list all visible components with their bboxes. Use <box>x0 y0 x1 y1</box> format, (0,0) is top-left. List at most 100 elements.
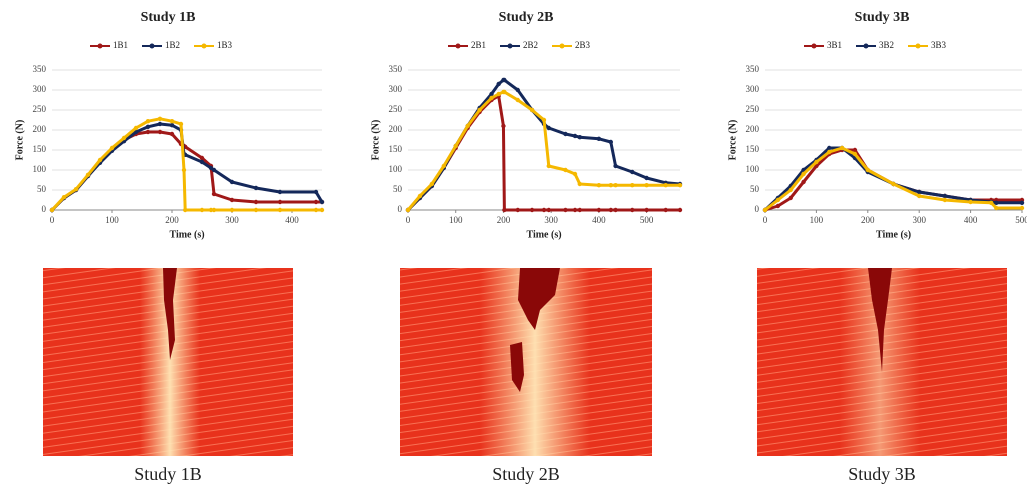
point <box>613 183 618 188</box>
point <box>596 207 602 213</box>
legend-marker <box>559 43 565 49</box>
point <box>546 163 551 169</box>
y-tick-label: 350 <box>389 64 403 74</box>
point <box>839 145 845 151</box>
point <box>502 77 507 83</box>
point <box>1019 200 1025 205</box>
point <box>496 81 501 87</box>
point <box>441 163 446 169</box>
point <box>49 207 55 213</box>
point <box>465 123 470 129</box>
photo <box>43 268 293 456</box>
point <box>313 189 319 195</box>
point <box>229 197 235 203</box>
x-tick-label: 100 <box>810 215 824 225</box>
x-tick-label: 300 <box>912 215 926 225</box>
point <box>199 159 205 165</box>
point <box>229 179 235 185</box>
point <box>994 200 999 205</box>
point <box>801 171 806 177</box>
y-tick-label: 350 <box>33 64 47 74</box>
y-tick-label: 200 <box>389 124 403 134</box>
point <box>917 193 922 199</box>
point <box>319 199 325 205</box>
point <box>572 133 578 139</box>
x-tick-label: 500 <box>1015 215 1027 225</box>
point <box>453 143 458 149</box>
point <box>663 207 668 213</box>
x-tick-label: 100 <box>449 215 463 225</box>
y-axis-label: Force (N) <box>14 120 25 161</box>
point <box>199 155 205 161</box>
point <box>541 117 547 123</box>
point <box>133 125 139 131</box>
y-tick-label: 250 <box>389 104 403 114</box>
point <box>852 147 858 153</box>
y-tick-label: 50 <box>393 184 403 194</box>
point <box>572 207 578 213</box>
point <box>608 207 614 213</box>
point <box>145 129 151 135</box>
y-tick-label: 100 <box>389 164 403 174</box>
point <box>405 207 411 213</box>
point <box>546 207 551 213</box>
x-tick-label: 0 <box>406 215 411 225</box>
x-axis-label: Time (s) <box>526 229 561 240</box>
caption: Study 3B <box>848 464 916 484</box>
point <box>613 207 618 213</box>
point <box>253 207 259 213</box>
point <box>277 207 283 213</box>
point <box>865 167 870 173</box>
point <box>563 207 568 213</box>
x-tick-label: 200 <box>861 215 875 225</box>
point <box>546 125 551 131</box>
y-tick-label: 200 <box>33 124 47 134</box>
point <box>775 197 781 203</box>
x-tick-label: 100 <box>105 215 119 225</box>
y-tick-label: 200 <box>746 124 760 134</box>
legend-label: 1B1 <box>113 40 128 50</box>
point <box>563 131 568 137</box>
point <box>253 185 259 191</box>
point <box>968 199 973 205</box>
point <box>596 136 602 141</box>
point <box>577 135 582 140</box>
legend-marker <box>97 43 103 49</box>
point <box>277 189 283 195</box>
point <box>145 124 151 129</box>
legend-marker <box>863 43 869 49</box>
point <box>630 207 635 213</box>
point <box>891 181 896 187</box>
point <box>502 207 507 213</box>
legend-marker <box>149 43 155 49</box>
y-tick-label: 300 <box>746 84 760 94</box>
point <box>211 167 217 173</box>
x-tick-label: 400 <box>592 215 606 225</box>
y-tick-label: 0 <box>42 204 47 214</box>
y-tick-label: 350 <box>746 64 760 74</box>
x-tick-label: 0 <box>50 215 55 225</box>
y-tick-label: 150 <box>33 144 47 154</box>
point <box>788 187 793 193</box>
y-tick-label: 0 <box>755 204 760 214</box>
x-axis-label: Time (s) <box>169 229 204 240</box>
y-tick-label: 150 <box>389 144 403 154</box>
point <box>157 121 163 127</box>
point <box>489 91 494 97</box>
point <box>73 187 79 192</box>
y-tick-label: 50 <box>750 184 760 194</box>
y-tick-label: 300 <box>33 84 47 94</box>
photo <box>400 268 652 456</box>
series-line <box>50 117 322 212</box>
point <box>814 159 819 165</box>
x-tick-label: 400 <box>964 215 978 225</box>
x-tick-label: 400 <box>285 215 299 225</box>
point <box>178 121 184 127</box>
point <box>613 163 618 169</box>
x-tick-label: 300 <box>544 215 558 225</box>
point <box>644 207 649 213</box>
point <box>630 183 635 188</box>
point <box>496 91 501 97</box>
series-line <box>763 146 1022 212</box>
point <box>563 167 568 173</box>
